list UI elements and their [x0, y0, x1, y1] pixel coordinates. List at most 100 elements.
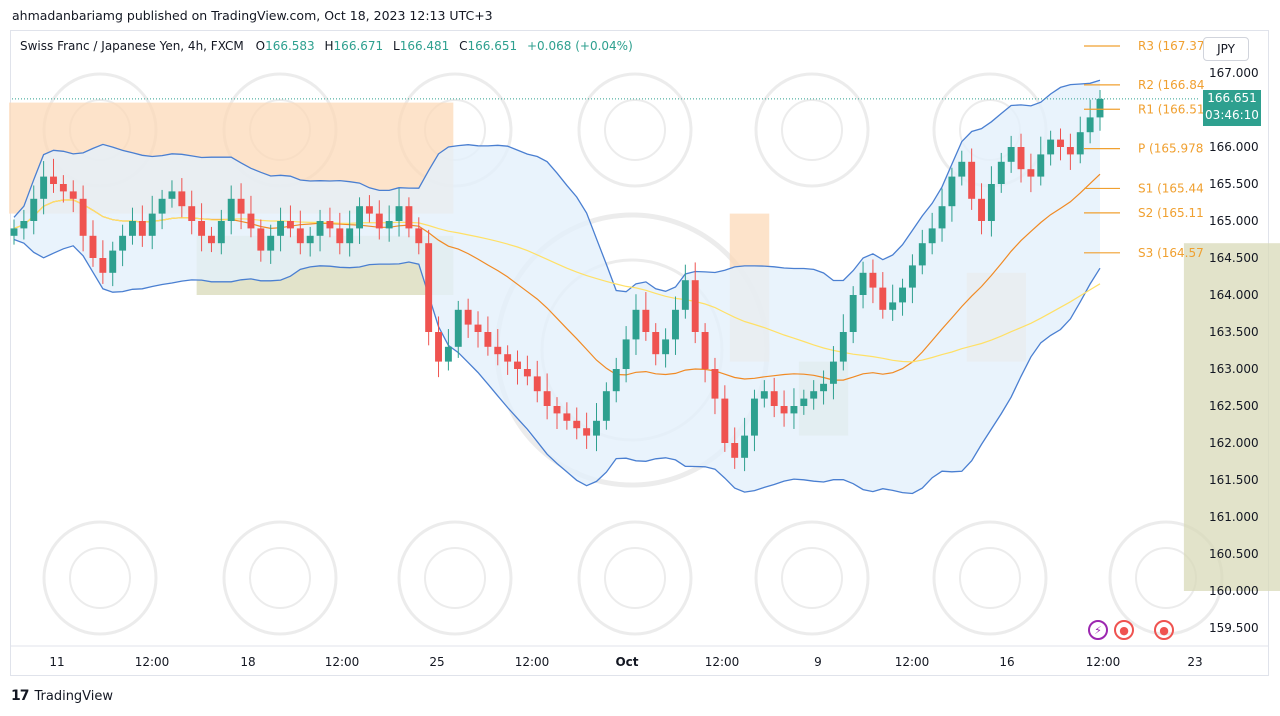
watermark-seal: [577, 520, 693, 636]
candle-body: [869, 272, 877, 288]
symbol-legend: Swiss Franc / Japanese Yen, 4h, FXCM O16…: [20, 39, 633, 53]
candle-body: [948, 176, 956, 207]
time-tick-label: 12:00: [705, 655, 740, 669]
candle-body: [316, 221, 324, 236]
candle-body: [721, 398, 729, 443]
candle-body: [790, 406, 798, 414]
candle-body: [158, 198, 166, 214]
candle-body: [40, 176, 48, 199]
candle-body: [583, 428, 591, 436]
candle-body: [652, 332, 660, 355]
candle-body: [701, 332, 709, 369]
price-tick-label: 163.500: [1209, 325, 1259, 339]
watermark-seal: [397, 520, 513, 636]
candle-body: [99, 258, 107, 273]
alert-icon[interactable]: ●: [1154, 620, 1174, 640]
time-axis: 11 12:00 18 12:00 25 12:00 Oct 12:00 9 12:00 16 12:…: [10, 645, 1269, 669]
candle-body: [375, 213, 383, 229]
candle-body: [257, 228, 265, 251]
lightning-icon[interactable]: ⚡: [1088, 620, 1108, 640]
candle-body: [968, 161, 976, 199]
candle-body: [839, 332, 847, 362]
candle-body: [810, 391, 818, 399]
candle-body: [987, 184, 995, 221]
candle-body: [30, 198, 38, 221]
pivot-label: S3 (164.57: [1138, 246, 1204, 260]
candle-body: [642, 309, 650, 332]
candle-body: [444, 346, 452, 362]
watermark-seal: [754, 72, 870, 188]
candle-body: [178, 191, 186, 207]
watermark-seal-inner: [424, 547, 486, 609]
candle-body: [277, 221, 285, 236]
candle-body: [425, 243, 433, 332]
candle-body: [10, 228, 18, 236]
close-value: 166.651: [467, 39, 518, 53]
watermark-seal: [577, 72, 693, 188]
candle-body: [997, 161, 1005, 184]
pivot-label: R1 (166.51: [1138, 102, 1204, 116]
candle-body: [385, 221, 393, 229]
time-tick-label: 12:00: [895, 655, 930, 669]
candle-body: [484, 332, 492, 347]
candle-body: [129, 221, 136, 236]
pivot-label: R3 (167.37: [1138, 39, 1204, 53]
watermark-seal: [754, 520, 870, 636]
candle-body: [405, 206, 413, 229]
candle-body: [20, 221, 28, 229]
pivot-layer: R3 (167.37 R2 (166.84 R1 (166.51 P (165.978…: [1084, 39, 1204, 260]
bollinger-lower: [13, 238, 1101, 495]
candle-body: [464, 309, 472, 325]
record-icon[interactable]: ●: [1114, 620, 1134, 640]
brand-name: TradingView: [34, 688, 114, 704]
price-tick-label: 164.500: [1209, 251, 1259, 265]
candle-body: [849, 295, 857, 332]
candle-body: [336, 228, 344, 244]
candle-body: [523, 369, 531, 377]
candle-body: [415, 228, 423, 244]
candle-body: [435, 332, 442, 362]
candle-body: [1096, 98, 1104, 118]
candle-body: [346, 228, 354, 244]
candle-body: [1076, 132, 1084, 155]
currency-button[interactable]: JPY: [1203, 37, 1249, 61]
price-tick-label: 160.000: [1209, 584, 1259, 598]
candle-body: [672, 309, 679, 340]
time-tick-label: 16: [999, 655, 1014, 669]
candle-body: [711, 369, 719, 399]
candle-body: [89, 235, 97, 258]
candle-body: [119, 235, 127, 251]
last-price-value: 166.651: [1207, 91, 1257, 105]
candle-body: [1037, 154, 1045, 177]
price-tick-label: 164.000: [1209, 288, 1259, 302]
candle-body: [1086, 117, 1094, 133]
symbol-name: Swiss Franc / Japanese Yen, 4h, FXCM: [20, 39, 244, 53]
candle-body: [1066, 147, 1074, 155]
candle-body: [69, 191, 77, 199]
candle-body: [109, 250, 117, 273]
price-axis: 167.000166.500166.000165.500165.000164.5…: [1209, 66, 1259, 635]
price-tick-label: 162.500: [1209, 399, 1259, 413]
candle-body: [296, 228, 304, 244]
time-tick-label: Oct: [615, 655, 638, 669]
candle-body: [454, 309, 462, 347]
chart-status-icons: ⚡ ● ●: [1088, 620, 1174, 640]
candle-body: [770, 391, 778, 406]
open-value: 166.583: [265, 39, 315, 53]
candle-body: [237, 198, 245, 214]
candle-body: [50, 176, 57, 184]
candle-body: [1007, 147, 1015, 162]
candle-body: [622, 339, 630, 369]
low-value: 166.481: [399, 39, 450, 53]
candle-body: [928, 228, 936, 244]
candle-body: [1057, 139, 1064, 147]
candle-body: [879, 287, 887, 310]
candle-body: [207, 235, 215, 244]
change-value: +0.068 (+0.04%): [526, 39, 633, 53]
candle-body: [563, 413, 571, 421]
candle-body: [356, 206, 364, 229]
candle-body: [691, 280, 699, 332]
candle-body: [918, 243, 926, 266]
candle-body: [800, 398, 808, 406]
